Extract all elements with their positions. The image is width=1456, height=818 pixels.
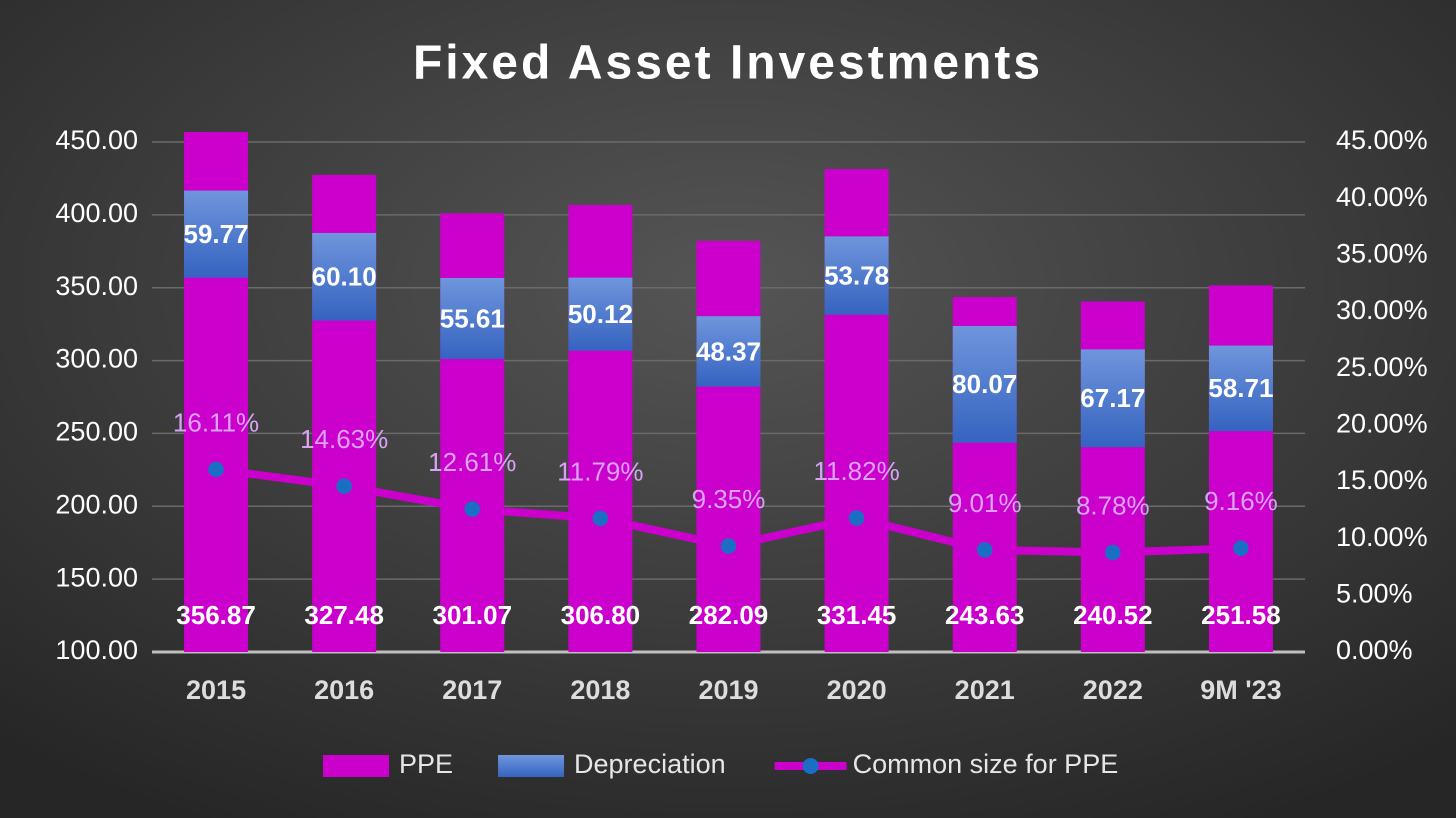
y-tick-label: 100.00 [55, 635, 138, 665]
bar-segment [184, 190, 249, 278]
data-label: 306.80 [561, 600, 641, 630]
legend-swatch [323, 755, 389, 777]
bar-segment [824, 236, 889, 315]
data-label: 356.87 [176, 600, 256, 630]
line-marker [975, 540, 994, 560]
data-label: 59.77 [184, 219, 249, 249]
y2-tick-label: 35.00% [1336, 238, 1428, 268]
data-label: 53.78 [824, 260, 889, 290]
bar-segment [568, 277, 633, 351]
line-label: 8.78% [1076, 490, 1150, 520]
line-label: 11.79% [557, 456, 643, 486]
y-tick-label: 350.00 [55, 271, 138, 301]
y-tick-label: 300.00 [55, 344, 138, 374]
y2-tick-label: 25.00% [1336, 352, 1428, 382]
data-label: 243.63 [945, 600, 1025, 630]
bar-segment [1208, 285, 1273, 652]
line-marker [463, 499, 482, 519]
bar-segment [440, 277, 505, 360]
legend-label: PPE [399, 749, 453, 779]
data-label: 282.09 [689, 600, 769, 630]
y2-tick-label: 15.00% [1336, 465, 1428, 495]
line-label: 11.82% [813, 456, 899, 486]
bar-segment [952, 326, 1017, 443]
data-label: 327.48 [304, 600, 384, 630]
data-label: 240.52 [1073, 600, 1153, 630]
line-label: 14.63% [300, 424, 388, 454]
line-label: 9.01% [948, 488, 1022, 518]
data-label: 80.07 [952, 369, 1017, 399]
line-label: 12.61% [428, 447, 516, 477]
bar-segment [696, 316, 761, 387]
legend-label: Common size for PPE [853, 749, 1119, 779]
x-tick-label: 2017 [442, 675, 502, 705]
x-tick-label: 2015 [186, 675, 246, 705]
legend-label: Depreciation [574, 749, 726, 779]
data-label: 55.61 [440, 303, 505, 333]
y2-tick-label: 10.00% [1336, 522, 1428, 552]
bar-segment [1080, 349, 1145, 448]
line-marker [334, 476, 354, 496]
line-marker [719, 536, 738, 556]
y-tick-label: 200.00 [55, 489, 138, 519]
line-label: 16.11% [173, 407, 259, 437]
chart-title: Fixed Asset Investments [413, 37, 1043, 90]
x-tick-label: 2020 [827, 675, 887, 705]
bar-segment [696, 240, 761, 652]
data-label: 48.37 [696, 336, 761, 366]
data-label: 58.71 [1208, 373, 1273, 403]
line-marker [591, 509, 610, 528]
x-tick-label: 2016 [314, 675, 374, 705]
y2-tick-label: 45.00% [1336, 125, 1428, 155]
x-tick-label: 9M '23 [1200, 675, 1281, 705]
bar-segment [568, 204, 633, 652]
bar-segment [312, 232, 377, 321]
data-label: 301.07 [433, 600, 513, 630]
line-marker [847, 508, 866, 528]
y2-tick-label: 40.00% [1336, 182, 1428, 212]
legend-swatch [498, 755, 565, 777]
x-tick-label: 2018 [570, 675, 630, 705]
line-marker [1231, 538, 1251, 558]
data-label: 251.58 [1201, 600, 1281, 630]
y2-tick-label: 20.00% [1336, 408, 1428, 438]
legend-swatch [802, 758, 819, 774]
x-tick-label: 2022 [1083, 675, 1143, 705]
data-label: 67.17 [1080, 383, 1145, 413]
line-label: 9.35% [692, 484, 766, 514]
y-tick-label: 400.00 [55, 198, 138, 228]
y2-tick-label: 30.00% [1336, 295, 1428, 325]
y-tick-label: 150.00 [55, 562, 138, 592]
x-tick-label: 2019 [698, 675, 758, 705]
y2-tick-label: 0.00% [1336, 635, 1413, 665]
line-marker [1103, 543, 1123, 562]
data-label: 331.45 [817, 600, 897, 630]
bar-segment [1208, 345, 1273, 432]
x-tick-label: 2021 [955, 675, 1015, 705]
data-label: 50.12 [568, 299, 633, 329]
y-tick-label: 450.00 [55, 125, 138, 155]
line-label: 9.16% [1204, 486, 1278, 516]
y2-tick-label: 5.00% [1336, 578, 1413, 608]
y-tick-label: 250.00 [55, 417, 138, 447]
line-marker [206, 460, 226, 479]
data-label: 60.10 [312, 262, 377, 292]
